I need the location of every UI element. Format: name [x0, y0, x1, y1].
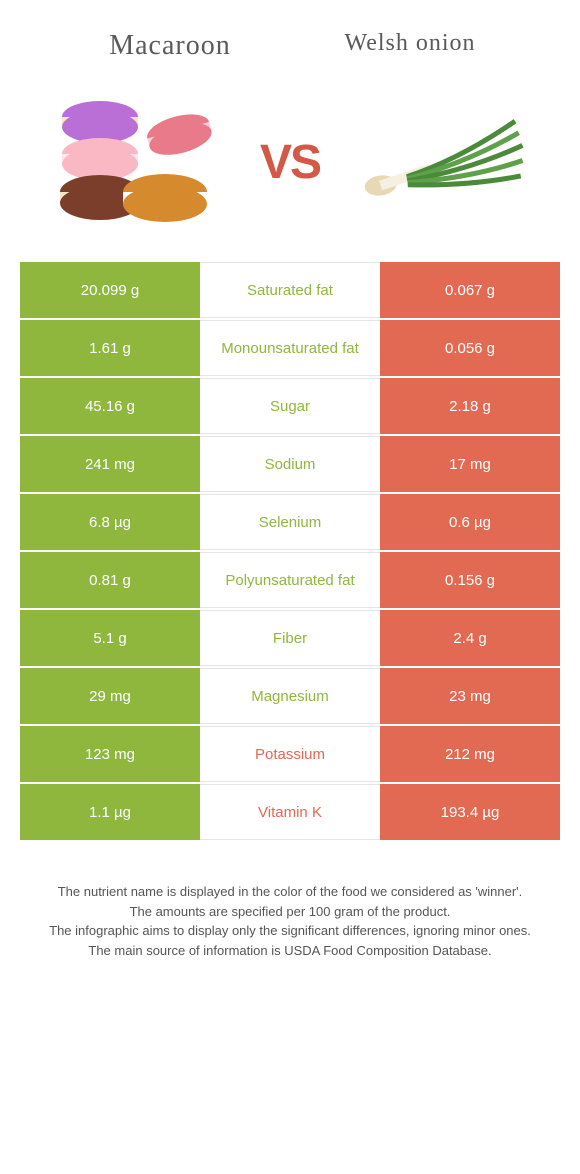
right-value-cell: 0.067 g — [380, 262, 560, 318]
right-value-cell: 2.4 g — [380, 610, 560, 666]
right-value-cell: 212 mg — [380, 726, 560, 782]
left-value-cell: 20.099 g — [20, 262, 200, 318]
nutrient-label-cell: Fiber — [200, 610, 380, 666]
table-row: 20.099 gSaturated fat0.067 g — [20, 262, 560, 318]
right-value-cell: 0.6 µg — [380, 494, 560, 550]
table-row: 5.1 gFiber2.4 g — [20, 610, 560, 666]
left-food-title: Macaroon — [50, 30, 290, 62]
right-value-cell: 17 mg — [380, 436, 560, 492]
footnote-line: The amounts are specified per 100 gram o… — [40, 902, 540, 922]
nutrient-table: 20.099 gSaturated fat0.067 g1.61 gMonoun… — [20, 262, 560, 840]
footnote-line: The main source of information is USDA F… — [40, 941, 540, 961]
left-value-cell: 5.1 g — [20, 610, 200, 666]
left-value-cell: 0.81 g — [20, 552, 200, 608]
vs-label: VS — [260, 135, 320, 190]
right-value-cell: 23 mg — [380, 668, 560, 724]
right-value-cell: 0.056 g — [380, 320, 560, 376]
onion-image — [330, 102, 550, 222]
footnote-line: The nutrient name is displayed in the co… — [40, 882, 540, 902]
left-value-cell: 45.16 g — [20, 378, 200, 434]
left-value-cell: 6.8 µg — [20, 494, 200, 550]
table-row: 0.81 gPolyunsaturated fat0.156 g — [20, 552, 560, 608]
nutrient-label-cell: Monounsaturated fat — [200, 320, 380, 376]
nutrient-label-cell: Polyunsaturated fat — [200, 552, 380, 608]
macaroon-image — [30, 82, 250, 242]
header: Macaroon Welsh onion — [0, 0, 580, 72]
nutrient-label-cell: Saturated fat — [200, 262, 380, 318]
left-value-cell: 1.61 g — [20, 320, 200, 376]
left-value-cell: 241 mg — [20, 436, 200, 492]
left-value-cell: 29 mg — [20, 668, 200, 724]
table-row: 241 mgSodium17 mg — [20, 436, 560, 492]
right-value-cell: 193.4 µg — [380, 784, 560, 840]
left-value-cell: 1.1 µg — [20, 784, 200, 840]
nutrient-label-cell: Magnesium — [200, 668, 380, 724]
footnote-line: The infographic aims to display only the… — [40, 921, 540, 941]
table-row: 123 mgPotassium212 mg — [20, 726, 560, 782]
nutrient-label-cell: Vitamin K — [200, 784, 380, 840]
table-row: 45.16 gSugar2.18 g — [20, 378, 560, 434]
table-row: 1.1 µgVitamin K193.4 µg — [20, 784, 560, 840]
right-food-title: Welsh onion — [290, 30, 530, 62]
table-row: 1.61 gMonounsaturated fat0.056 g — [20, 320, 560, 376]
nutrient-label-cell: Sugar — [200, 378, 380, 434]
images-row: VS — [0, 72, 580, 262]
nutrient-label-cell: Sodium — [200, 436, 380, 492]
table-row: 29 mgMagnesium23 mg — [20, 668, 560, 724]
right-value-cell: 2.18 g — [380, 378, 560, 434]
left-value-cell: 123 mg — [20, 726, 200, 782]
nutrient-label-cell: Potassium — [200, 726, 380, 782]
right-value-cell: 0.156 g — [380, 552, 560, 608]
nutrient-label-cell: Selenium — [200, 494, 380, 550]
footnotes: The nutrient name is displayed in the co… — [0, 842, 580, 980]
table-row: 6.8 µgSelenium0.6 µg — [20, 494, 560, 550]
